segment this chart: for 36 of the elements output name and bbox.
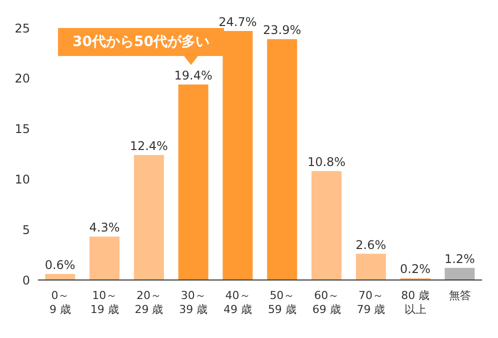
x-tick-label: 70～ 79 歳 bbox=[356, 289, 386, 317]
data-label: 0.2% bbox=[400, 262, 431, 276]
y-tick-label: 10 bbox=[14, 172, 30, 186]
x-tick-label: 40～ 49 歳 bbox=[222, 289, 254, 317]
bar bbox=[267, 39, 298, 280]
data-label: 24.7% bbox=[218, 15, 257, 30]
bar bbox=[312, 171, 342, 280]
x-tick-label: 0～ 9 歳 bbox=[48, 289, 72, 317]
data-label: 23.9% bbox=[263, 23, 302, 38]
bar bbox=[134, 155, 164, 280]
x-tick-label: 無答 bbox=[448, 289, 472, 303]
x-tick-label: 80 歳以上 bbox=[400, 289, 431, 317]
bar bbox=[444, 268, 475, 280]
data-label: 4.3% bbox=[89, 220, 120, 235]
data-label: 1.2% bbox=[444, 252, 475, 266]
bar bbox=[356, 254, 386, 280]
data-label: 2.6% bbox=[356, 238, 386, 252]
data-label: 12.4% bbox=[130, 139, 168, 154]
x-tick-label: 60～ 69 歳 bbox=[311, 289, 342, 317]
y-tick-label: 15 bbox=[14, 122, 30, 136]
x-tick-label: 50～ 59 歳 bbox=[266, 289, 298, 317]
bar bbox=[45, 274, 76, 280]
x-tick-label: 30～ 39 歳 bbox=[178, 289, 209, 317]
bar bbox=[222, 31, 253, 280]
data-label: 10.8% bbox=[307, 155, 346, 170]
x-tick-label: 20～ 29 歳 bbox=[134, 289, 164, 317]
y-tick-label: 5 bbox=[22, 222, 30, 237]
x-tick-label: 10～ 19 歳 bbox=[89, 289, 120, 317]
y-tick-label: 20 bbox=[14, 72, 30, 86]
data-label: 0.6% bbox=[44, 258, 76, 272]
y-tick-label: 25 bbox=[14, 21, 30, 36]
bar bbox=[90, 236, 120, 280]
y-tick-label: 0 bbox=[22, 273, 30, 288]
bar bbox=[178, 84, 208, 280]
data-label: 19.4% bbox=[174, 68, 212, 82]
annotation: 30代から50代が多い bbox=[58, 28, 224, 56]
